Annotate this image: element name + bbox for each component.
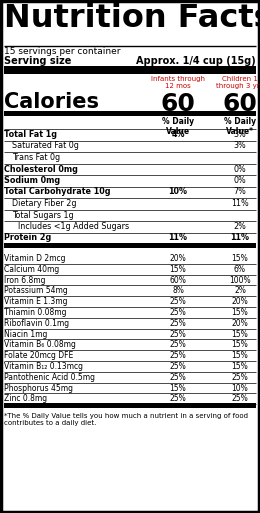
Text: 25%: 25%	[232, 373, 248, 382]
Text: 25%: 25%	[170, 319, 186, 328]
Text: Vitamin B₁₂ 0.13mcg: Vitamin B₁₂ 0.13mcg	[4, 362, 83, 371]
Text: Trans Fat 0g: Trans Fat 0g	[12, 153, 60, 162]
Text: 8%: 8%	[172, 286, 184, 295]
Text: Vitamin B₆ 0.08mg: Vitamin B₆ 0.08mg	[4, 341, 76, 349]
Text: 20%: 20%	[232, 297, 248, 306]
Text: 20%: 20%	[170, 254, 186, 263]
Text: Dietary Fiber 2g: Dietary Fiber 2g	[12, 199, 76, 208]
Text: % Daily
Value: % Daily Value	[162, 117, 194, 136]
Text: 10%: 10%	[168, 187, 187, 196]
Text: Total Fat 1g: Total Fat 1g	[4, 130, 57, 139]
Text: Vitamin D 2mcg: Vitamin D 2mcg	[4, 254, 66, 263]
Text: 4%: 4%	[171, 130, 185, 139]
Text: Cholesterol 0mg: Cholesterol 0mg	[4, 165, 78, 173]
Text: 10%: 10%	[232, 384, 248, 392]
Text: Folate 20mcg DFE: Folate 20mcg DFE	[4, 351, 73, 360]
Text: 60: 60	[223, 92, 257, 116]
Text: 15%: 15%	[232, 362, 248, 371]
Bar	[4, 243, 256, 248]
Text: Riboflavin 0.1mg: Riboflavin 0.1mg	[4, 319, 69, 328]
Text: 3%: 3%	[234, 142, 246, 150]
Bar	[4, 111, 256, 116]
Text: Total Sugars 1g: Total Sugars 1g	[12, 210, 74, 220]
Text: 25%: 25%	[170, 308, 186, 317]
Text: 60%: 60%	[170, 275, 186, 285]
Text: 25%: 25%	[170, 373, 186, 382]
Text: 25%: 25%	[170, 329, 186, 339]
Text: Saturated Fat 0g: Saturated Fat 0g	[12, 142, 79, 150]
Text: Infants through
12 mos: Infants through 12 mos	[151, 76, 205, 89]
Text: Total Carbohydrate 10g: Total Carbohydrate 10g	[4, 187, 110, 196]
Text: Approx. 1/4 cup (15g): Approx. 1/4 cup (15g)	[136, 56, 256, 66]
Text: 0%: 0%	[234, 165, 246, 173]
Text: Zinc 0.8mg: Zinc 0.8mg	[4, 394, 47, 403]
Text: 25%: 25%	[170, 362, 186, 371]
Text: 25%: 25%	[170, 297, 186, 306]
Text: 15%: 15%	[232, 341, 248, 349]
Text: 7%: 7%	[233, 187, 246, 196]
Text: Potassium 54mg: Potassium 54mg	[4, 286, 68, 295]
Text: Includes <1g Added Sugars: Includes <1g Added Sugars	[18, 222, 129, 231]
Text: 25%: 25%	[170, 341, 186, 349]
Text: 2%: 2%	[233, 222, 246, 231]
Text: 11%: 11%	[231, 233, 250, 243]
Text: 20%: 20%	[232, 319, 248, 328]
Text: Thiamin 0.08mg: Thiamin 0.08mg	[4, 308, 67, 317]
Text: 100%: 100%	[229, 275, 251, 285]
Text: % Daily
Value*: % Daily Value*	[224, 117, 256, 136]
Text: 15 servings per container: 15 servings per container	[4, 47, 120, 56]
Text: 6%: 6%	[234, 265, 246, 274]
Text: 15%: 15%	[170, 384, 186, 392]
Text: 15%: 15%	[232, 351, 248, 360]
Text: Phosphorus 45mg: Phosphorus 45mg	[4, 384, 73, 392]
Text: 25%: 25%	[170, 351, 186, 360]
Bar	[4, 66, 256, 74]
Text: 11%: 11%	[231, 199, 249, 208]
Text: 25%: 25%	[170, 394, 186, 403]
Text: 11%: 11%	[168, 233, 187, 243]
Text: Calcium 40mg: Calcium 40mg	[4, 265, 59, 274]
Text: 60: 60	[161, 92, 196, 116]
Bar	[4, 403, 256, 408]
Text: Pantothenic Acid 0.5mg: Pantothenic Acid 0.5mg	[4, 373, 95, 382]
Text: 15%: 15%	[232, 329, 248, 339]
Text: 3%: 3%	[234, 130, 246, 139]
Text: 2%: 2%	[234, 286, 246, 295]
Text: Children 1
through 3 yrs: Children 1 through 3 yrs	[216, 76, 260, 89]
Text: Calories: Calories	[4, 92, 99, 112]
Text: 0%: 0%	[234, 176, 246, 185]
Text: Nutrition Facts: Nutrition Facts	[4, 3, 260, 34]
Text: Vitamin E 1.3mg: Vitamin E 1.3mg	[4, 297, 68, 306]
Text: *The % Daily Value tells you how much a nutrient in a serving of food
contribute: *The % Daily Value tells you how much a …	[4, 413, 248, 426]
Text: Niacin 1mg: Niacin 1mg	[4, 329, 47, 339]
Text: 25%: 25%	[232, 394, 248, 403]
Text: 15%: 15%	[232, 308, 248, 317]
Text: Protein 2g: Protein 2g	[4, 233, 51, 243]
Text: Iron 6.8mg: Iron 6.8mg	[4, 275, 45, 285]
Text: 15%: 15%	[170, 265, 186, 274]
Text: Serving size: Serving size	[4, 56, 72, 66]
Text: 15%: 15%	[232, 254, 248, 263]
Text: Sodium 0mg: Sodium 0mg	[4, 176, 60, 185]
